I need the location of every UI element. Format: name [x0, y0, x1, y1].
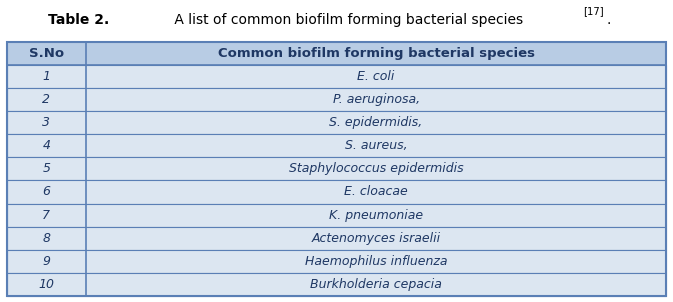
Bar [7, 204, 666, 226]
Bar [7, 226, 666, 250]
Text: Common biofilm forming bacterial species: Common biofilm forming bacterial species [217, 47, 534, 60]
Text: A list of common biofilm forming bacterial species: A list of common biofilm forming bacteri… [170, 13, 528, 27]
Text: [17]: [17] [583, 6, 603, 16]
Text: S. epidermidis,: S. epidermidis, [330, 116, 423, 129]
Bar [7, 111, 666, 134]
Text: E. coli: E. coli [357, 70, 395, 83]
Bar [7, 42, 666, 65]
Bar [7, 273, 666, 296]
Text: P. aeruginosa,: P. aeruginosa, [332, 93, 420, 106]
Bar [7, 42, 666, 296]
Text: 7: 7 [42, 209, 50, 222]
Text: 10: 10 [38, 278, 55, 291]
Text: S. aureus,: S. aureus, [345, 139, 407, 152]
Bar [7, 88, 666, 111]
Text: 9: 9 [42, 255, 50, 268]
Text: Table 2.: Table 2. [48, 13, 110, 27]
Text: 8: 8 [42, 232, 50, 245]
Text: 2: 2 [42, 93, 50, 106]
Bar [7, 180, 666, 204]
Text: 4: 4 [42, 139, 50, 152]
Bar [7, 134, 666, 157]
Text: Burkholderia cepacia: Burkholderia cepacia [310, 278, 442, 291]
Bar [7, 157, 666, 180]
Text: Actenomyces israelii: Actenomyces israelii [312, 232, 441, 245]
Text: K. pneumoniae: K. pneumoniae [329, 209, 423, 222]
Bar [7, 250, 666, 273]
Text: 6: 6 [42, 185, 50, 198]
Text: 5: 5 [42, 162, 50, 175]
Text: 1: 1 [42, 70, 50, 83]
Text: .: . [607, 13, 611, 27]
Text: E. cloacae: E. cloacae [344, 185, 408, 198]
Text: Haemophilus influenza: Haemophilus influenza [305, 255, 448, 268]
Text: 3: 3 [42, 116, 50, 129]
Text: Staphylococcus epidermidis: Staphylococcus epidermidis [289, 162, 464, 175]
Text: S.No: S.No [29, 47, 64, 60]
Bar [7, 65, 666, 88]
